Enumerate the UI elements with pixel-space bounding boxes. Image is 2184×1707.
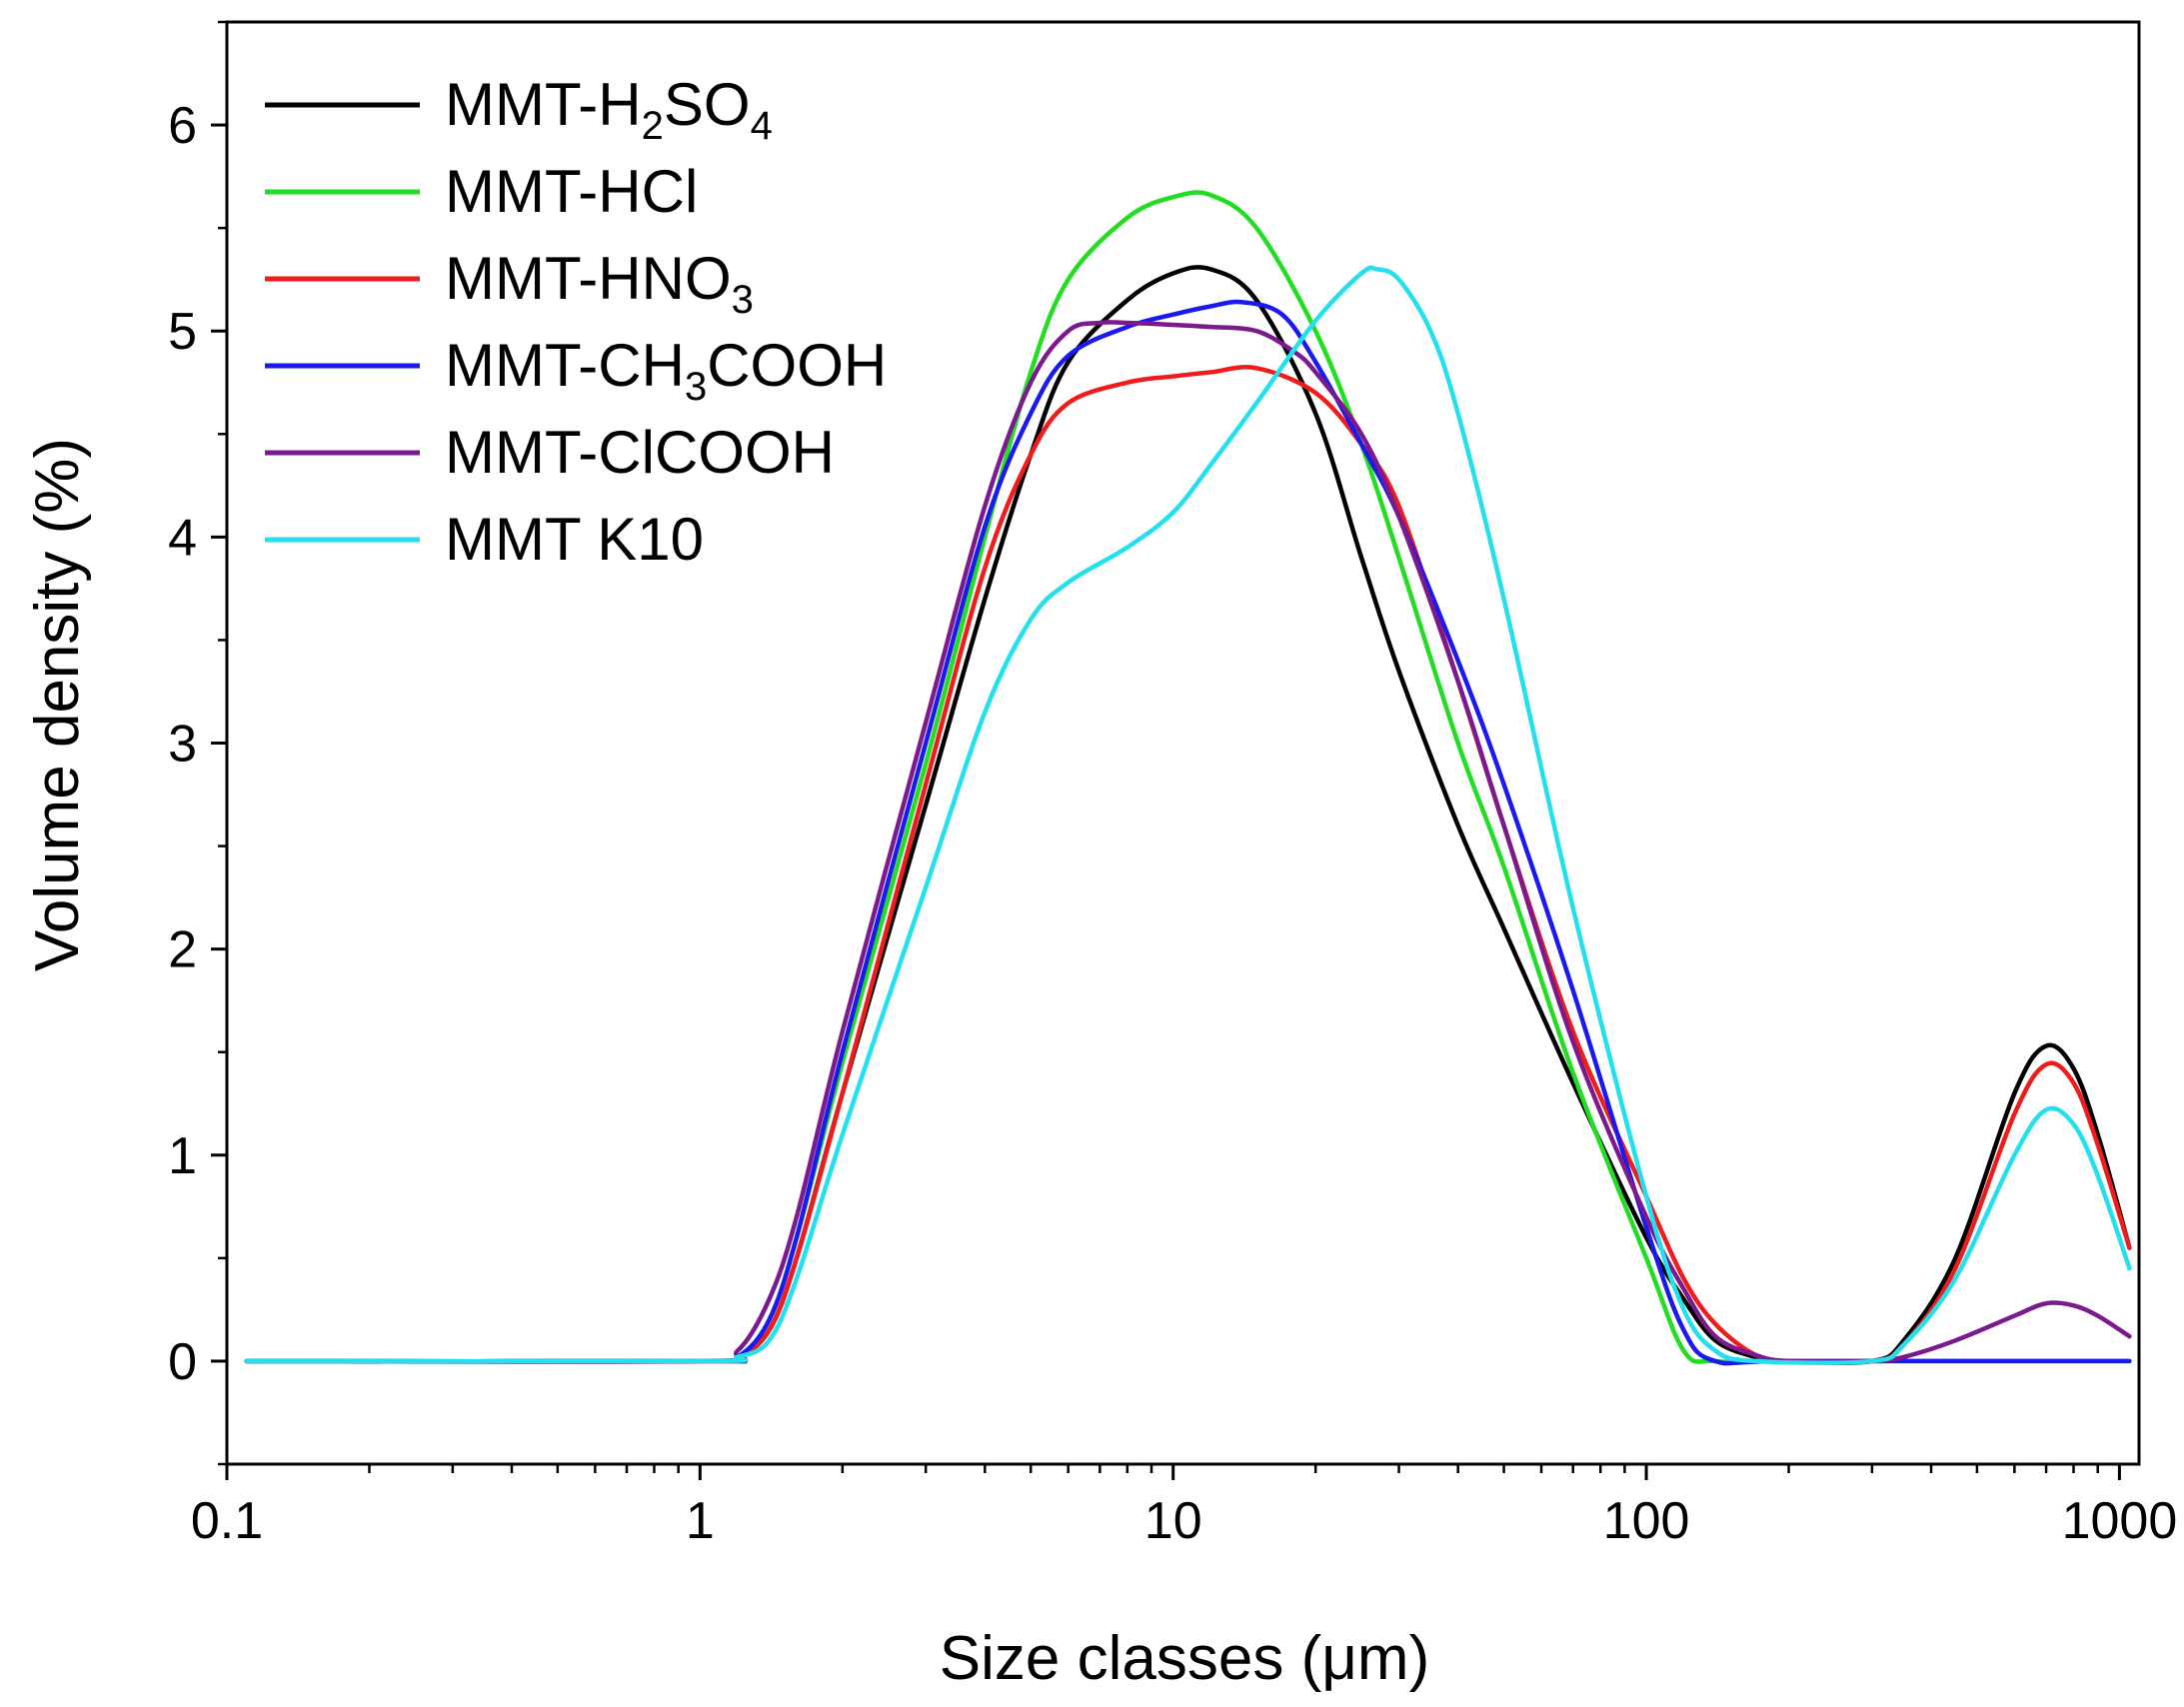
legend-subscript: 3 [732,278,754,322]
x-tick-label: 1 [686,1492,715,1550]
y-tick-label: 3 [168,716,197,774]
y-tick-label: 2 [168,921,197,979]
legend-label: MMT-CH3COOH [445,332,887,409]
legend-text-part: MMT K10 [445,506,704,573]
x-tick-label: 1000 [2062,1492,2178,1550]
legend-text-part: SO [664,71,751,138]
y-tick-label: 0 [168,1333,197,1391]
legend-text-part: MMT-CH [445,332,685,399]
x-tick-label: 0.1 [191,1492,263,1550]
legend-label: MMT K10 [445,506,704,573]
y-tick-label: 4 [168,509,197,567]
y-axis-label: Volume density (%) [23,438,92,971]
x-tick-label: 10 [1144,1492,1202,1550]
legend-subscript: 4 [751,104,773,148]
legend-text-part: MMT-ClCOOH [445,419,835,486]
legend-subscript: 3 [685,365,707,409]
legend-label: MMT-ClCOOH [445,419,835,486]
series-layer [244,190,2132,1366]
y-tick-label: 1 [168,1127,197,1185]
y-tick-label: 5 [168,303,197,361]
series-line-mmt-ch3cooh [244,299,2132,1366]
legend-label: MMT-HNO3 [445,245,754,322]
series-line-mmt-k10 [244,265,2132,1365]
legend-label: MMT-H2SO4 [445,71,773,148]
legend-text-part: MMT-HNO [445,245,732,312]
legend-text-part: MMT-HCl [445,158,698,225]
x-tick-label: 100 [1603,1492,1690,1550]
legend-subscript: 2 [642,104,664,148]
legend-label: MMT-HCl [445,158,698,225]
axis-ticks: 0 1 2 3 4 5 6 0.1 1 10 100 1000 [168,20,2178,1550]
y-tick-label: 6 [168,97,197,155]
x-axis-label: Size classes (μm) [940,1624,1429,1693]
legend-text-part: COOH [707,332,887,399]
legend-text-part: MMT-H [445,71,642,138]
legend: MMT-H2SO4MMT-HClMMT-HNO3MMT-CH3COOHMMT-C… [265,71,887,573]
